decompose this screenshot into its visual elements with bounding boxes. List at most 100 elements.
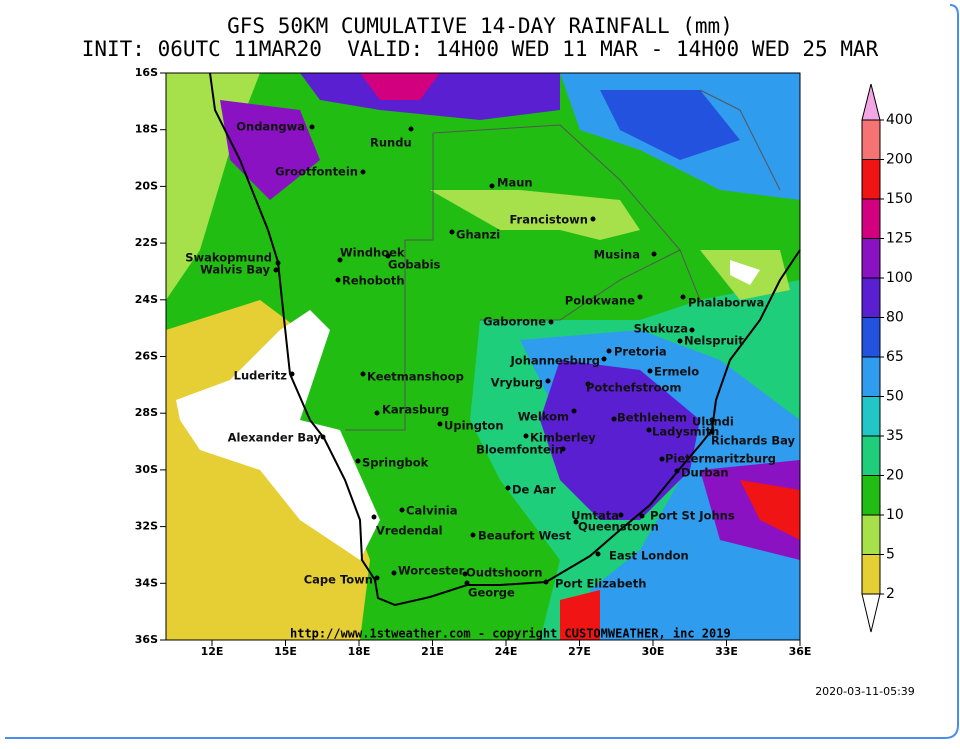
legend-label: 35 [886,428,904,444]
city-dot [595,551,601,557]
city-dot [585,381,591,387]
legend-label: 20 [886,468,904,484]
city-dot [408,126,414,132]
city-label: Ladysmith [652,425,719,439]
city-dot [320,434,326,440]
city-label: Ondangwa [236,120,305,134]
city-label: Ulundi [692,415,734,429]
city-dot [571,408,577,414]
city-dot [275,260,281,266]
legend-label: 2 [886,586,895,602]
city-dot [573,519,579,525]
city-dot [462,571,468,577]
city-label: Phalaborwa [688,296,764,310]
city-label: Potchefstroom [586,381,681,395]
city-label: Swakopmund [185,251,272,265]
city-dot [470,532,476,538]
legend-box [861,198,881,239]
legend-box [861,119,881,160]
legend-box [861,277,881,318]
lon-label: 15E [274,645,297,658]
city-label: Calvinia [406,504,457,518]
legend-box [861,435,881,476]
city-label: Vryburg [491,376,543,390]
legend-label: 150 [886,191,913,207]
lat-label: 26S [135,350,158,363]
city-dot [360,371,366,377]
city-label: Ermelo [654,365,699,379]
lon-label: 21E [421,645,444,658]
lon-label: 24E [495,645,518,658]
city-dot [335,277,341,283]
city-dot [399,507,405,513]
city-label: Bethlehem [617,411,687,425]
legend-label: 125 [886,231,913,247]
city-dot [360,169,366,175]
legend-box [861,396,881,437]
legend-label: 10 [886,507,904,523]
legend-label: 5 [886,547,895,563]
city-label: Queenstown [578,520,659,534]
lat-label: 30S [135,463,158,476]
lat-label: 36S [135,633,158,646]
city-dot [449,229,455,235]
city-label: Francistown [509,213,588,227]
city-dot [590,216,596,222]
city-dot [709,417,715,423]
title: GFS 50KM CUMULATIVE 14-DAY RAINFALL (mm) [227,14,733,38]
legend-box [861,238,881,279]
legend-label: 50 [886,389,904,405]
city-dot [674,468,680,474]
lat-label: 20S [135,179,158,192]
city-dot [659,456,665,462]
lat-label: 34S [135,576,158,589]
legend-over [861,83,881,121]
city-label: Musina [594,248,640,262]
city-dot [560,446,566,452]
city-dot [689,327,695,333]
legend-box [861,317,881,358]
city-label: Keetmanshoop [367,370,464,384]
city-label: East London [609,549,689,563]
legend-label: 80 [886,310,904,326]
timestamp: 2020-03-11-05:39 [815,685,915,698]
frame [5,4,959,739]
legend-label: 100 [886,270,913,286]
city-label: Kimberley [530,431,596,445]
lon-label: 30E [642,645,665,658]
city-label: Port St Johns [650,509,735,523]
city-dot [374,575,380,581]
lon-label: 36E [789,645,812,658]
lat-label: 28S [135,406,158,419]
city-dot [374,410,380,416]
city-label: Vredendal [376,524,443,538]
lon-label: 33E [715,645,738,658]
city-label: Grootfontein [275,165,358,179]
city-dot [437,421,443,427]
city-dot [355,458,361,464]
legend-label: 65 [886,349,904,365]
city-label: De Aar [512,483,556,497]
city-dot [391,570,397,576]
city-dot [548,319,554,325]
lat-label: 18S [135,123,158,136]
lon-label: 27E [568,645,591,658]
city-dot [309,124,315,130]
lat-label: 16S [135,66,158,79]
city-label: Welkom [518,410,569,424]
lat-label: 22S [135,236,158,249]
city-label: Polokwane [565,294,635,308]
city-label: Rundu [370,136,412,150]
city-label: Pretoria [614,345,667,359]
city-dot [371,514,377,520]
city-dot [646,427,652,433]
city-dot [273,267,279,273]
city-label: Durban [681,466,729,480]
city-dot [618,512,624,518]
city-dot [639,513,645,519]
city-dot [543,579,549,585]
city-label: Luderitz [234,369,288,383]
city-label: Alexander Bay [228,431,322,445]
